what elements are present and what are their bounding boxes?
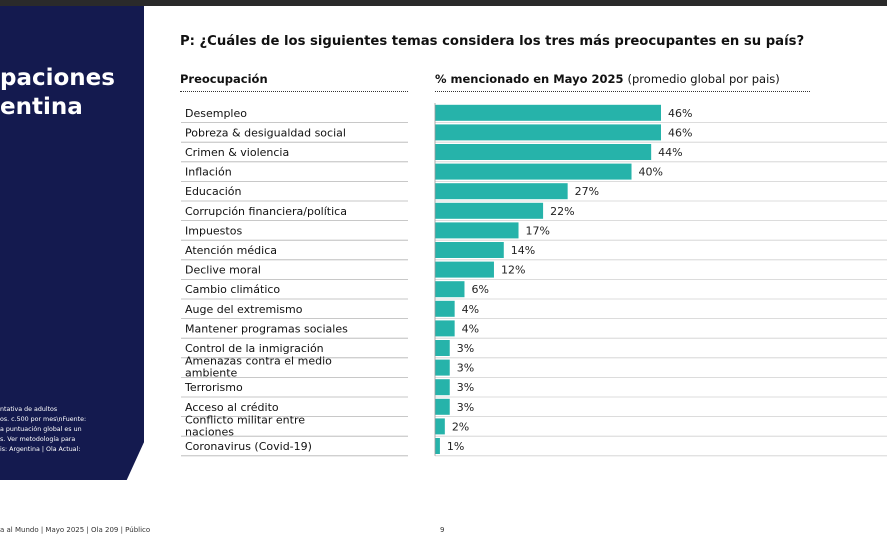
- category-label: Conflicto militar entre naciones: [185, 413, 305, 438]
- bar: [435, 438, 440, 454]
- data-label: 17%: [526, 224, 550, 237]
- bar: [435, 359, 450, 376]
- bar: [435, 418, 445, 435]
- data-label: 44%: [658, 146, 682, 159]
- top-bar: [0, 0, 887, 6]
- category-label: Crimen & violencia: [185, 146, 289, 159]
- bar: [435, 379, 450, 396]
- category-label: Corrupción financiera/política: [185, 205, 347, 218]
- data-label: 27%: [575, 185, 599, 198]
- survey-question: P: ¿Cuáles de los siguientes temas consi…: [180, 34, 805, 49]
- bar: [435, 261, 494, 278]
- bar: [435, 183, 568, 200]
- category-label: Coronavirus (Covid-19): [185, 440, 312, 453]
- category-label: Pobreza & desigualdad social: [185, 126, 346, 139]
- bar: [435, 222, 519, 239]
- data-label: 14%: [511, 244, 535, 257]
- value-header-note: (promedio global por pais): [627, 72, 780, 86]
- data-label: 12%: [501, 264, 525, 277]
- category-column-header: Preocupación: [180, 72, 408, 92]
- bar: [435, 320, 455, 337]
- category-label: Cambio climático: [185, 283, 280, 296]
- category-label: Acceso al crédito: [185, 401, 279, 414]
- category-label: Atención médica: [185, 244, 277, 257]
- page-number: 9: [440, 526, 445, 534]
- bar: [435, 300, 455, 317]
- data-label: 4%: [462, 303, 479, 316]
- category-label: Desempleo: [185, 107, 247, 120]
- category-label: Control de la inmigración: [185, 342, 324, 355]
- bar: [435, 144, 652, 160]
- bar: [435, 163, 632, 180]
- category-label: Auge del extremismo: [185, 303, 303, 316]
- data-label: 40%: [639, 166, 663, 179]
- bar: [435, 124, 661, 141]
- category-header-label: Preocupación: [180, 72, 268, 86]
- data-label: 22%: [550, 205, 574, 218]
- category-label: Amenazas contra el medio ambiente: [185, 355, 332, 380]
- bar: [435, 202, 544, 219]
- data-label: 46%: [668, 107, 692, 120]
- category-label: Educación: [185, 185, 242, 198]
- bar: [435, 340, 450, 356]
- methodology-note: ntativa de adultos os. c.500 por mes\nFu…: [0, 406, 87, 453]
- data-label: 3%: [457, 342, 474, 355]
- data-label: 3%: [457, 401, 474, 414]
- data-label: 6%: [471, 283, 488, 296]
- bar: [435, 242, 504, 258]
- category-label: Terrorismo: [184, 381, 243, 394]
- footer-text: a al Mundo | Mayo 2025 | Ola 209 | Públi…: [0, 526, 151, 534]
- data-label: 1%: [447, 440, 464, 453]
- category-label: Inflación: [185, 166, 232, 179]
- category-label: Mantener programas sociales: [185, 322, 348, 335]
- data-label: 2%: [452, 420, 469, 433]
- data-label: 3%: [457, 381, 474, 394]
- side-title: paciones entina: [0, 65, 115, 120]
- data-label: 46%: [668, 126, 692, 139]
- side-panel: paciones entina ntativa de adultos os. c…: [0, 6, 144, 480]
- category-label: Declive moral: [185, 264, 261, 277]
- bar: [435, 104, 661, 121]
- bar: [435, 398, 450, 415]
- data-label: 3%: [457, 362, 474, 375]
- category-label: Impuestos: [185, 224, 242, 237]
- data-label: 4%: [462, 322, 479, 335]
- bar: [435, 281, 465, 298]
- value-column-header: % mencionado en Mayo 2025 (promedio glob…: [435, 72, 810, 92]
- value-header-label: % mencionado en Mayo 2025: [435, 72, 624, 86]
